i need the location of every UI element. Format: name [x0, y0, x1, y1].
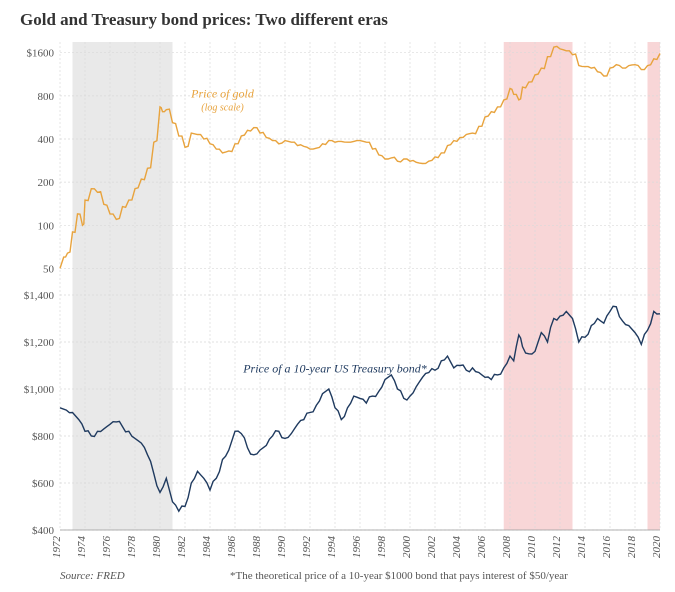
x-tick-label: 2012: [551, 536, 563, 559]
x-tick-label: 1978: [126, 536, 138, 559]
y-tick-label-gold: 200: [38, 177, 55, 189]
x-tick-label: 1982: [176, 536, 188, 559]
chart-svg: 1972 1974 1976 1978 1980 1982 1984 1986 1988 1990…: [0, 0, 675, 592]
y-tick-label-gold: 400: [38, 134, 55, 146]
y-tick-label-treasury: $600: [32, 478, 55, 490]
x-tick-label: 2010: [526, 536, 538, 559]
x-tick-label: 1992: [301, 536, 313, 559]
x-tick-label: 2014: [576, 536, 588, 559]
x-tick-label: 1976: [101, 536, 113, 559]
x-tick-label: 1998: [376, 536, 388, 559]
x-tick-label: 1996: [351, 536, 363, 559]
chart-container: Gold and Treasury bond prices: Two diffe…: [0, 0, 675, 592]
shaded-band: [504, 42, 573, 530]
x-tick-label: 2016: [601, 536, 613, 559]
x-tick-label: 2000: [401, 536, 413, 559]
x-tick-label: 1988: [251, 536, 263, 559]
y-tick-label-treasury: $1,000: [24, 384, 55, 396]
x-tick-label: 2002: [426, 536, 438, 559]
x-tick-label: 1994: [326, 536, 338, 559]
x-tick-label: 2020: [651, 536, 663, 559]
gold-series-label: Price of gold: [190, 86, 255, 100]
x-tick-label: 1974: [76, 536, 88, 559]
shaded-band: [648, 42, 661, 530]
y-tick-label-treasury: $800: [32, 431, 55, 443]
y-tick-label-treasury: $1,400: [24, 290, 55, 302]
x-tick-label: 2004: [451, 536, 463, 559]
shaded-band: [73, 42, 173, 530]
y-tick-label-gold: 800: [38, 91, 55, 103]
footnote-label: *The theoretical price of a 10-year $100…: [230, 570, 568, 582]
gold-series-sublabel: (log scale): [201, 102, 244, 113]
x-tick-label: 2018: [626, 536, 638, 559]
x-tick-label: 2006: [476, 536, 488, 559]
y-tick-label-treasury: $400: [32, 525, 55, 537]
source-label: Source: FRED: [60, 570, 125, 582]
x-tick-label: 1980: [151, 536, 163, 559]
x-tick-label: 1990: [276, 536, 288, 559]
y-tick-label-gold: 50: [43, 263, 55, 275]
x-tick-label: 1986: [226, 536, 238, 559]
treasury-series-label: Price of a 10-year US Treasury bond*: [242, 362, 427, 376]
y-tick-label-gold: $1600: [27, 48, 55, 60]
x-tick-label: 1984: [201, 536, 213, 559]
x-tick-label: 2008: [501, 536, 513, 559]
y-tick-label-treasury: $1,200: [24, 337, 55, 349]
y-tick-label-gold: 100: [38, 220, 55, 232]
x-tick-label: 1972: [51, 536, 63, 559]
